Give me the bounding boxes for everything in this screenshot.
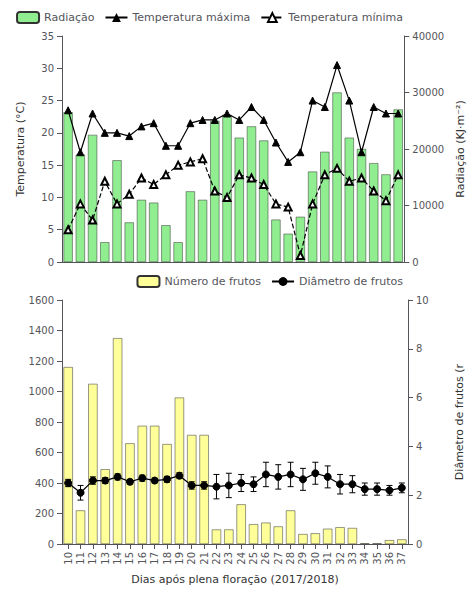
svg-text:34: 34	[359, 552, 370, 565]
svg-text:20: 20	[41, 127, 54, 138]
svg-text:Número de frutos: Número de frutos	[164, 275, 261, 288]
svg-text:35: 35	[41, 31, 54, 42]
svg-text:22: 22	[211, 552, 222, 565]
svg-text:17: 17	[149, 552, 160, 565]
svg-text:1400: 1400	[29, 325, 54, 336]
svg-text:1200: 1200	[29, 356, 54, 367]
svg-text:28: 28	[285, 552, 296, 565]
svg-text:13: 13	[100, 552, 111, 565]
svg-text:1600: 1600	[29, 295, 54, 306]
svg-text:0: 0	[48, 257, 54, 268]
svg-text:200: 200	[35, 508, 54, 519]
svg-text:30000: 30000	[412, 87, 444, 98]
svg-text:10: 10	[63, 552, 74, 565]
svg-text:15: 15	[124, 552, 135, 565]
svg-text:30: 30	[41, 63, 54, 74]
svg-text:1000: 1000	[29, 386, 54, 397]
svg-text:Dias após plena floração (2017: Dias após plena floração (2017/2018)	[131, 573, 338, 586]
svg-text:14: 14	[112, 552, 123, 565]
svg-text:12: 12	[87, 552, 98, 565]
svg-text:27: 27	[273, 552, 284, 565]
svg-text:11: 11	[75, 552, 86, 565]
svg-text:18: 18	[162, 552, 173, 565]
svg-text:Diâmetro de frutos: Diâmetro de frutos	[299, 275, 403, 288]
svg-text:36: 36	[384, 552, 395, 565]
svg-text:19: 19	[174, 552, 185, 565]
svg-text:600: 600	[35, 447, 54, 458]
svg-text:Temperatura máxima: Temperatura máxima	[131, 11, 250, 24]
svg-text:24: 24	[236, 552, 247, 565]
svg-text:10: 10	[41, 192, 54, 203]
svg-text:6: 6	[416, 392, 422, 403]
svg-text:32: 32	[335, 552, 346, 565]
svg-text:20: 20	[186, 552, 197, 565]
svg-text:10: 10	[416, 295, 429, 306]
svg-text:5: 5	[48, 224, 54, 235]
svg-text:31: 31	[322, 552, 333, 565]
svg-text:400: 400	[35, 478, 54, 489]
svg-text:0: 0	[416, 539, 422, 550]
svg-text:25: 25	[248, 552, 259, 565]
svg-text:21: 21	[199, 552, 210, 565]
svg-text:40000: 40000	[412, 31, 444, 42]
svg-text:20000: 20000	[412, 144, 444, 155]
svg-text:25: 25	[41, 95, 54, 106]
svg-text:Radiação: Radiação	[44, 11, 95, 24]
svg-text:800: 800	[35, 417, 54, 428]
svg-text:Radiação (KJ·m⁻²): Radiação (KJ·m⁻²)	[454, 100, 467, 197]
svg-text:26: 26	[260, 552, 271, 565]
svg-text:16: 16	[137, 552, 148, 565]
svg-text:23: 23	[223, 552, 234, 565]
svg-text:15: 15	[41, 160, 54, 171]
svg-text:Temperatura (°C): Temperatura (°C)	[14, 101, 27, 197]
svg-text:0: 0	[48, 539, 54, 550]
svg-text:Diâmetro de frutos (r: Diâmetro de frutos (r	[453, 363, 466, 480]
svg-text:10000: 10000	[412, 200, 444, 211]
svg-text:35: 35	[372, 552, 383, 565]
svg-text:4: 4	[416, 441, 422, 452]
svg-text:30: 30	[310, 552, 321, 565]
svg-text:2: 2	[416, 490, 422, 501]
svg-text:Temperatura mínima: Temperatura mínima	[287, 11, 403, 24]
svg-text:33: 33	[347, 552, 358, 565]
svg-text:8: 8	[416, 343, 422, 354]
svg-text:29: 29	[297, 552, 308, 565]
svg-text:0: 0	[412, 257, 418, 268]
svg-text:37: 37	[396, 552, 407, 565]
